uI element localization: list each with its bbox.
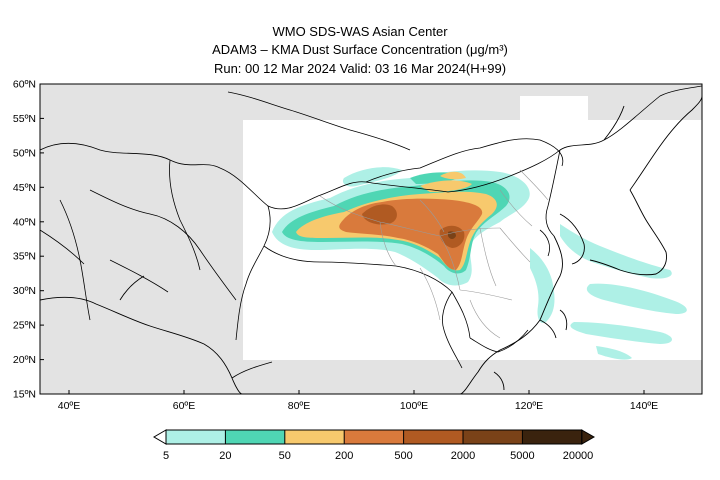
lon-label: 100ºE [400, 400, 428, 412]
colorbar-swatch [403, 430, 463, 444]
lat-ticks [40, 83, 44, 395]
colorbar-label: 2000 [451, 450, 475, 462]
lat-label: 40ºN [13, 216, 36, 228]
lat-label: 55ºN [13, 113, 36, 125]
colorbar-frame [165, 429, 583, 445]
colorbar-swatch [522, 430, 582, 444]
colorbar-swatch [225, 430, 285, 444]
lon-label: 80ºE [288, 400, 311, 412]
colorbar-under-arrow [153, 429, 167, 445]
run-valid-time: Run: 00 12 Mar 2024 Valid: 03 16 Mar 202… [213, 61, 507, 76]
lat-label: 60ºN [13, 79, 36, 91]
colorbar-label: 5 [163, 450, 169, 462]
product-title: ADAM3 – KMA Dust Surface Concentration (… [212, 42, 508, 57]
colorbar-label: 20 [219, 450, 231, 462]
colorbar-label: 5000 [510, 450, 534, 462]
lat-label: 15ºN [13, 389, 36, 401]
lat-axis-labels: 15ºN 20ºN 25ºN 30ºN 35ºN 40ºN 45ºN 50ºN … [13, 79, 36, 401]
colorbar-over-arrow [581, 429, 596, 445]
lon-label: 40ºE [58, 400, 81, 412]
colorbar-swatch [166, 430, 226, 444]
lon-label: 60ºE [173, 400, 196, 412]
center-title: WMO SDS-WAS Asian Center [272, 24, 448, 39]
lat-label: 30ºN [13, 285, 36, 297]
lon-label: 120ºE [515, 400, 543, 412]
colorbar-swatch [284, 430, 345, 444]
lon-label: 140ºE [630, 400, 658, 412]
lat-label: 20ºN [13, 354, 36, 366]
outside-domain-shading [40, 84, 702, 394]
colorbar-swatch [344, 430, 404, 444]
lat-label: 25ºN [13, 320, 36, 332]
colorbar-label: 200 [335, 450, 353, 462]
lat-label: 45ºN [13, 182, 36, 194]
map-frame [39, 83, 703, 395]
lon-axis-labels: 40ºE 60ºE 80ºE 100ºE 120ºE 140ºE [58, 400, 658, 412]
colorbar-label: 500 [394, 450, 412, 462]
colorbar-label: 20000 [563, 450, 594, 462]
colorbar-label: 50 [279, 450, 291, 462]
lon-ticks [68, 390, 645, 394]
colorbar-swatch [463, 430, 523, 444]
province-borders [319, 169, 549, 339]
lat-label: 50ºN [13, 147, 36, 159]
lat-label: 35ºN [13, 251, 36, 263]
colorbar: 5 20 50 200 500 2000 5000 20000 [153, 429, 596, 462]
coastlines [40, 95, 702, 394]
